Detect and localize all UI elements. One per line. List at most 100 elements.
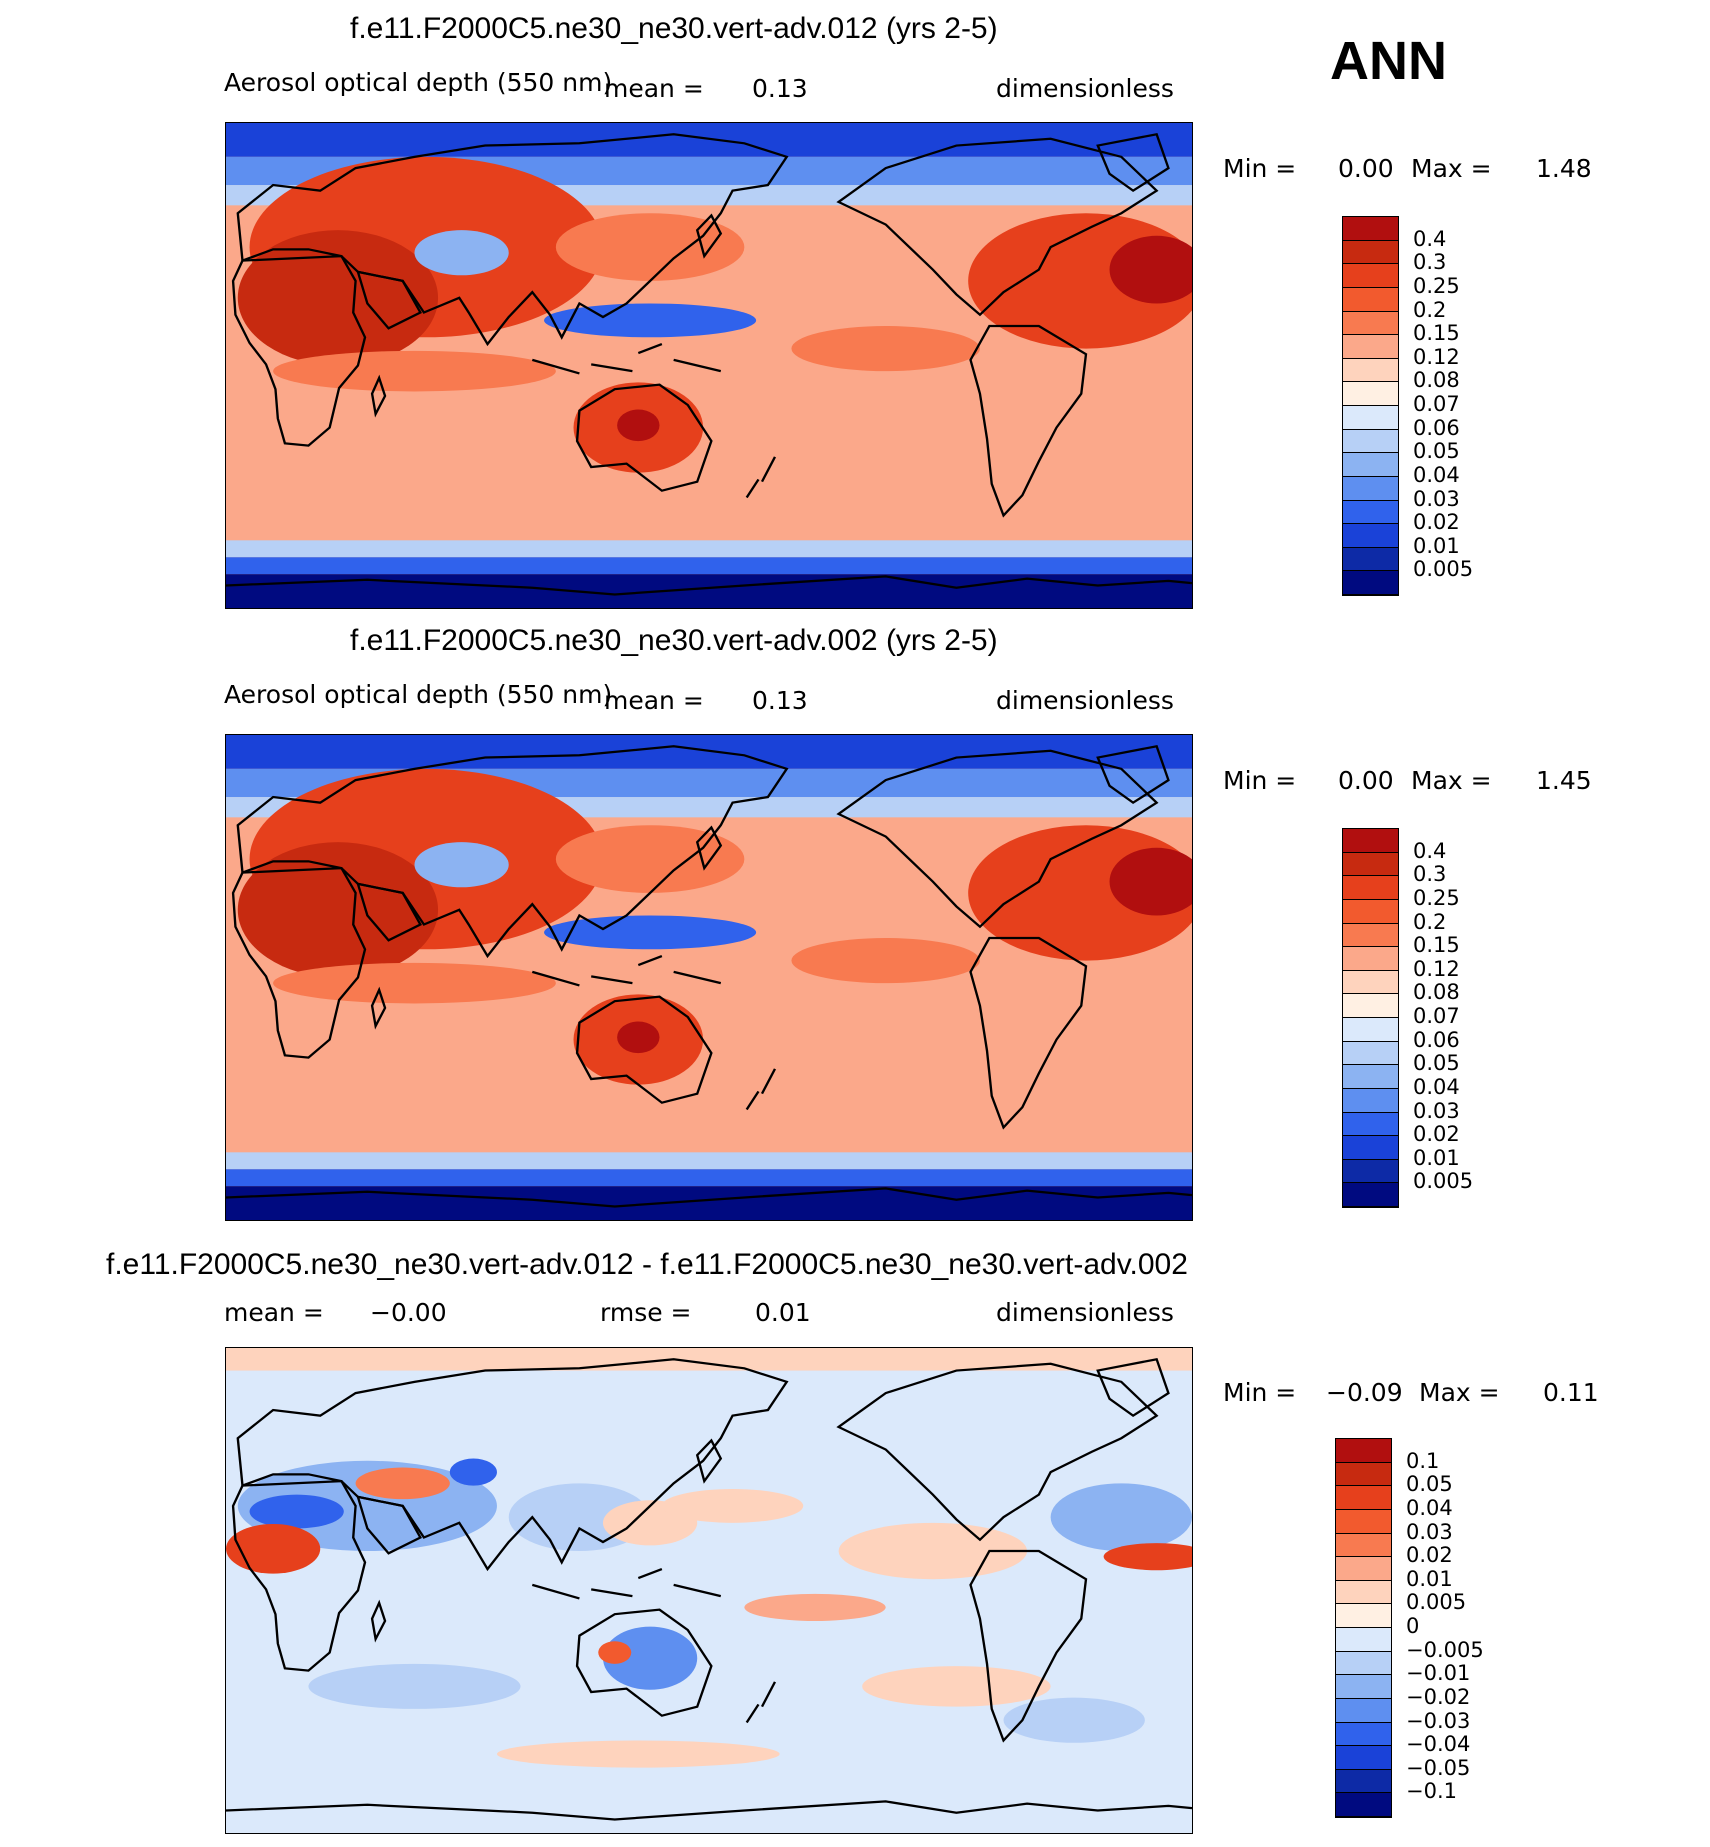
- panel-1-colorbar-tick-label: 0.4: [1413, 226, 1447, 251]
- panel-2-colorbar-tick-label: 0.3: [1413, 862, 1447, 887]
- panel-3-colorbar-tick-label: −0.05: [1406, 1755, 1471, 1780]
- panel-2-colorbar: [1342, 828, 1399, 1208]
- panel-3-colorbar-cell: [1336, 1769, 1391, 1794]
- panel-3-mean-value: −0.00: [370, 1298, 447, 1327]
- panel-1-colorbar-tick-label: 0.05: [1413, 439, 1460, 464]
- panel-2-colorbar-tick-label: 0.03: [1413, 1098, 1460, 1123]
- panel-3-colorbar-tick-label: 0.02: [1406, 1543, 1453, 1568]
- panel-1-min-value: 0.00: [1338, 154, 1394, 183]
- panel-1-colorbar-tick-label: 0.25: [1413, 273, 1460, 298]
- panel-1-colorbar-cell: [1343, 500, 1398, 525]
- panel-3-colorbar-cell: [1336, 1628, 1391, 1652]
- panel-1-colorbar-tick-label: 0.3: [1413, 250, 1447, 275]
- panel-2-colorbar-cell: [1343, 1112, 1398, 1137]
- panel-2-colorbar-cell: [1343, 1018, 1398, 1042]
- panel-3-colorbar-tick-label: −0.005: [1406, 1637, 1484, 1662]
- panel-3-colorbar-tick-label: −0.1: [1406, 1779, 1457, 1804]
- panel-1-map: [225, 122, 1193, 609]
- panel-3-colorbar-cell: [1336, 1746, 1391, 1770]
- panel-2-variable-label: Aerosol optical depth (550 nm): [224, 680, 613, 709]
- panel-1-units: dimensionless: [996, 74, 1174, 103]
- panel-2-colorbar-cell: [1343, 1088, 1398, 1113]
- panel-1-colorbar-tick-label: 0.15: [1413, 321, 1460, 346]
- panel-3-rmse-label: rmse =: [600, 1298, 692, 1327]
- panel-1-colorbar-tick-label: 0.07: [1413, 392, 1460, 416]
- panel-2-colorbar-cell: [1343, 829, 1398, 853]
- panel-2-colorbar-tick-label: 0.08: [1413, 980, 1460, 1005]
- panel-2-min-label: Min =: [1223, 766, 1297, 795]
- panel-2-colorbar-tick-label: 0.2: [1413, 909, 1447, 934]
- panel-3-colorbar-cell: [1336, 1698, 1391, 1723]
- panel-1-colorbar-tick-label: 0.04: [1413, 462, 1460, 487]
- panel-1-colorbar-tick-label: 0.02: [1413, 510, 1460, 535]
- panel-1-colorbar-cell: [1343, 406, 1398, 430]
- panel-3-colorbar-tick-label: 0.03: [1406, 1519, 1453, 1544]
- panel-1-colorbar-cell: [1343, 264, 1398, 288]
- panel-2-map: [225, 734, 1193, 1221]
- panel-3-colorbar: [1335, 1438, 1392, 1818]
- panel-3-colorbar-cell: [1336, 1675, 1391, 1699]
- panel-3-colorbar-tick-label: 0.05: [1406, 1472, 1453, 1497]
- panel-3-units: dimensionless: [996, 1298, 1174, 1327]
- panel-3-min-value: −0.09: [1326, 1378, 1403, 1407]
- panel-3-title: f.e11.F2000C5.ne30_ne30.vert-adv.012 - f…: [106, 1248, 1188, 1281]
- panel-2-colorbar-cell: [1343, 947, 1398, 971]
- panel-2-title: f.e11.F2000C5.ne30_ne30.vert-adv.002 (yr…: [350, 624, 998, 657]
- panel-1-colorbar-cell: [1343, 524, 1398, 548]
- panel-2-colorbar-tick-label: 0.04: [1413, 1074, 1460, 1099]
- panel-2-colorbar-cell: [1343, 1159, 1398, 1184]
- panel-1-colorbar-cell: [1343, 358, 1398, 383]
- panel-2-mean-label: mean =: [604, 686, 704, 715]
- panel-3-colorbar-tick-label: −0.03: [1406, 1708, 1471, 1733]
- panel-1-colorbar-cell: [1343, 311, 1398, 336]
- panel-2-min-value: 0.00: [1338, 766, 1394, 795]
- panel-2-colorbar-cell: [1343, 994, 1398, 1018]
- panel-2-max-label: Max =: [1411, 766, 1492, 795]
- panel-1-colorbar-cell: [1343, 429, 1398, 454]
- panel-3-colorbar-cell: [1336, 1580, 1391, 1605]
- panel-2-colorbar-cell: [1343, 1041, 1398, 1066]
- panel-1-colorbar-tick-label: 0.08: [1413, 368, 1460, 393]
- panel-2-colorbar-tick-label: 0.06: [1413, 1027, 1460, 1052]
- panel-2-colorbar-cell: [1343, 1065, 1398, 1089]
- panel-1-colorbar-tick-label: 0.06: [1413, 415, 1460, 440]
- panel-3-colorbar-tick-label: 0.005: [1406, 1590, 1467, 1615]
- panel-1-colorbar-cell: [1343, 217, 1398, 241]
- panel-2-colorbar-tick-label: 0.02: [1413, 1122, 1460, 1147]
- panel-1-mean-label: mean =: [604, 74, 704, 103]
- panel-1-min-label: Min =: [1223, 154, 1297, 183]
- panel-3-colorbar-cell: [1336, 1722, 1391, 1747]
- panel-2-colorbar-cell: [1343, 1183, 1398, 1207]
- panel-3-colorbar-tick-label: −0.01: [1406, 1661, 1471, 1686]
- panel-1-mean-value: 0.13: [752, 74, 808, 103]
- panel-2-colorbar-cell: [1343, 852, 1398, 877]
- panel-3-rmse-value: 0.01: [755, 1298, 811, 1327]
- panel-1-colorbar-cell: [1343, 287, 1398, 312]
- panel-2-colorbar-tick-label: 0.01: [1413, 1145, 1460, 1170]
- season-label: ANN: [1330, 31, 1447, 91]
- panel-3-colorbar-cell: [1336, 1486, 1391, 1510]
- panel-2-colorbar-tick-label: 0.07: [1413, 1004, 1460, 1028]
- panel-3-colorbar-cell: [1336, 1793, 1391, 1817]
- panel-2-colorbar-cell: [1343, 876, 1398, 900]
- panel-2-colorbar-cell: [1343, 1136, 1398, 1160]
- panel-2-units: dimensionless: [996, 686, 1174, 715]
- panel-1-colorbar-tick-label: 0.005: [1413, 557, 1474, 582]
- panel-3-colorbar-cell: [1336, 1509, 1391, 1534]
- panel-2-colorbar-tick-label: 0.4: [1413, 838, 1447, 863]
- panel-1-colorbar-cell: [1343, 240, 1398, 265]
- panel-3-map: [225, 1347, 1193, 1834]
- panel-2-colorbar-cell: [1343, 970, 1398, 995]
- panel-1-colorbar-cell: [1343, 547, 1398, 572]
- panel-3-max-label: Max =: [1419, 1378, 1500, 1407]
- panel-3-colorbar-tick-label: 0.1: [1406, 1448, 1440, 1473]
- panel-1-colorbar: [1342, 216, 1399, 596]
- panel-3-max-value: 0.11: [1543, 1378, 1599, 1407]
- panel-2-colorbar-tick-label: 0.12: [1413, 956, 1460, 981]
- panel-2-colorbar-tick-label: 0.25: [1413, 885, 1460, 910]
- panel-3-colorbar-cell: [1336, 1533, 1391, 1558]
- panel-3-colorbar-cell: [1336, 1462, 1391, 1487]
- panel-2-colorbar-cell: [1343, 899, 1398, 924]
- panel-2-colorbar-tick-label: 0.15: [1413, 933, 1460, 958]
- panel-1-max-value: 1.48: [1536, 154, 1592, 183]
